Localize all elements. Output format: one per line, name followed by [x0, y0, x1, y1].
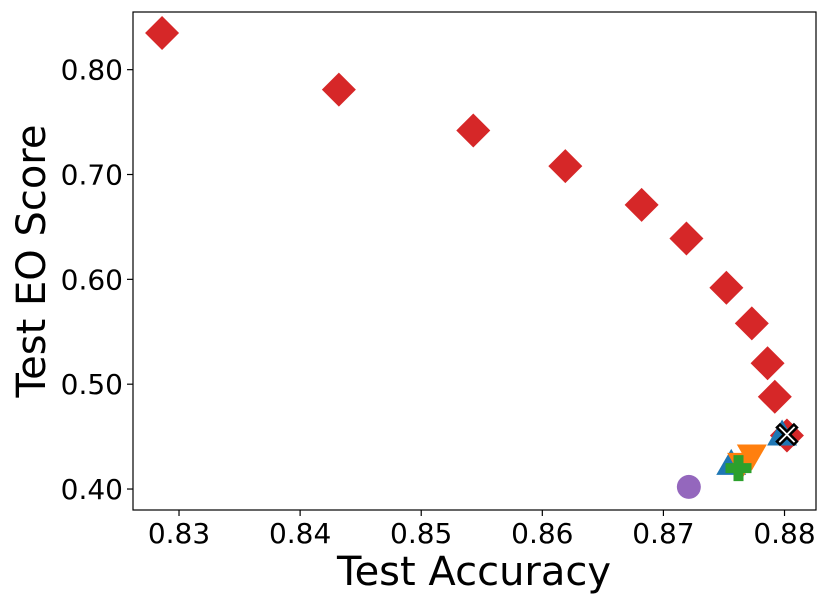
- y-tick-label: 0.40: [61, 473, 123, 506]
- diamond-point: [709, 270, 744, 305]
- plus-point: [725, 455, 752, 482]
- x-tick-label: 0.83: [148, 517, 210, 550]
- data-points: [145, 15, 804, 499]
- y-tick-label: 0.70: [61, 159, 123, 192]
- diamond-point: [145, 15, 180, 50]
- x-tick-label: 0.86: [511, 517, 573, 550]
- diamond-point: [757, 379, 792, 414]
- circle-point: [676, 474, 701, 499]
- x-point: [775, 422, 799, 447]
- diamond-point: [548, 149, 583, 184]
- triangle-down-point: [736, 444, 767, 471]
- diamond-point: [734, 306, 769, 341]
- diamond-point: [750, 346, 785, 381]
- x-tick-label: 0.85: [390, 517, 452, 550]
- diamond-point: [456, 113, 491, 148]
- y-tick-label: 0.60: [61, 263, 123, 296]
- x-tick-label: 0.88: [753, 517, 815, 550]
- y-ticks: 0.40 0.50 0.60 0.70 0.80: [61, 54, 133, 506]
- y-axis-title: Test EO Score: [9, 125, 55, 399]
- diamond-point: [669, 221, 704, 256]
- x-ticks: 0.83 0.84 0.85 0.86 0.87 0.88: [148, 510, 816, 550]
- diamond-point: [624, 187, 659, 222]
- plot-frame: [132, 11, 817, 511]
- x-tick-label: 0.84: [269, 517, 331, 550]
- y-tick-label: 0.50: [61, 368, 123, 401]
- y-tick-label: 0.80: [61, 54, 123, 87]
- x-axis-title: Test Accuracy: [336, 549, 611, 595]
- diamond-point: [321, 72, 356, 107]
- x-tick-label: 0.87: [632, 517, 694, 550]
